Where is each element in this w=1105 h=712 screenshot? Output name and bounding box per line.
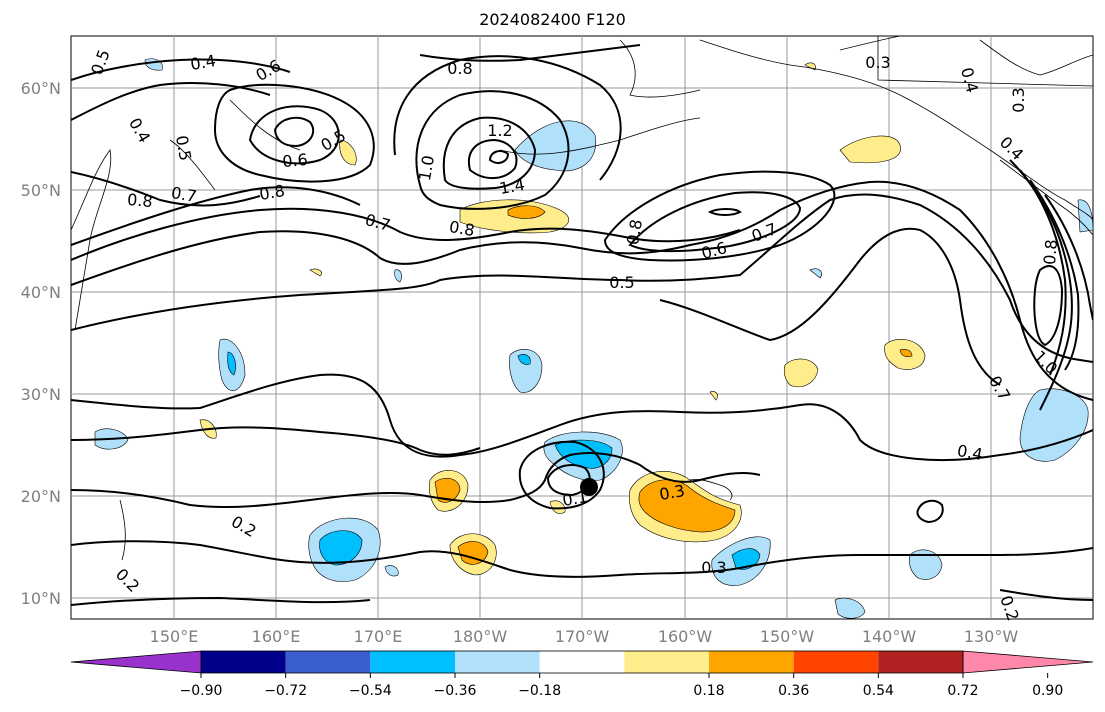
lat-tick-label: 50°N (21, 181, 61, 200)
colorbar-segment (455, 651, 540, 673)
colorbar-tick-label: −0.18 (518, 683, 561, 699)
colorbar-segment (878, 651, 963, 673)
colorbar-tick-label: −0.90 (180, 683, 223, 699)
colorbar-segment (539, 651, 625, 673)
colorbar-extend-min (70, 650, 202, 674)
contour-value-label: 1.0 (415, 154, 438, 182)
contour-value-label: 1.4 (498, 175, 526, 198)
colorbar-segment (624, 651, 709, 673)
contour-value-label: 1.2 (487, 121, 512, 140)
colorbar-tick-label: 0.72 (947, 683, 978, 699)
colorbar-tick-label: 0.90 (1032, 683, 1063, 699)
colorbar-tick-label: 0.18 (693, 683, 724, 699)
contour-value-label: 0.8 (258, 181, 286, 204)
contour-value-label: 0.1 (561, 487, 589, 510)
contour-value-label: 0.5 (172, 134, 195, 162)
colorbar-tick-label: 0.36 (778, 683, 809, 699)
contour-value-label: 0.3 (658, 481, 686, 504)
point-marker (580, 478, 598, 496)
lon-tick-label: 160°E (252, 627, 301, 646)
contour-value-label: 0.4 (956, 441, 984, 464)
lon-tick-label: 150°W (760, 627, 815, 646)
colorbar-tick-label: −0.54 (349, 683, 392, 699)
graticule (71, 36, 1093, 619)
lon-tick-label: 140°W (862, 627, 917, 646)
colorbar (70, 650, 1094, 674)
contour-value-label: 0.6 (282, 150, 309, 171)
contour-value-label: 0.4 (189, 51, 217, 74)
contour-value-label: 0.3 (701, 558, 726, 577)
colorbar-tick-label: −0.36 (434, 683, 477, 699)
lat-tick-label: 30°N (21, 385, 61, 404)
contour-value-label: 0.8 (1040, 239, 1061, 266)
contour-value-label: 0.5 (609, 273, 634, 292)
colorbar-extend-max (962, 650, 1094, 674)
lat-tick-label: 10°N (21, 589, 61, 608)
contour-value-label: 0.8 (623, 218, 646, 246)
lat-tick-label: 40°N (21, 283, 61, 302)
colorbar-tick-labels: −0.90 −0.72 −0.54 −0.36 −0.18 0.18 0.36 0.54 0.7… (180, 673, 1063, 699)
latitude-labels: 60°N 50°N 40°N 30°N 20°N 10°N (21, 79, 61, 608)
colorbar-segment (285, 651, 371, 673)
contour-value-label: 0.8 (448, 217, 476, 240)
shaded-anomalies (94, 58, 1093, 619)
lon-tick-label: 160°W (658, 627, 713, 646)
contour-value-label: 0.7 (170, 183, 198, 206)
colorbar-tick-label: −0.72 (264, 683, 307, 699)
lon-tick-label: 130°W (964, 627, 1019, 646)
lon-tick-label: 170°W (555, 627, 610, 646)
contour-value-label: 0.8 (447, 59, 472, 78)
colorbar-segment (793, 651, 879, 673)
contour-value-label: 0.3 (1009, 87, 1028, 112)
contour-value-label: 0.3 (865, 53, 890, 72)
lon-tick-label: 150°E (150, 627, 199, 646)
lat-tick-label: 60°N (21, 79, 61, 98)
coastlines (71, 36, 1093, 561)
lat-tick-label: 20°N (21, 487, 61, 506)
map-title: 2024082400 F120 (479, 10, 626, 29)
contour-lines (71, 44, 1093, 606)
colorbar-segment (709, 651, 794, 673)
colorbar-tick-label: 0.54 (863, 683, 894, 699)
colorbar-segment (201, 651, 286, 673)
longitude-labels: 150°E 160°E 170°E 180°W 170°W 160°W 150°W 140°W… (150, 627, 1019, 646)
lon-tick-label: 180°W (453, 627, 508, 646)
colorbar-segment (370, 651, 455, 673)
contour-value-label: 0.8 (126, 190, 153, 211)
lon-tick-label: 170°E (354, 627, 403, 646)
